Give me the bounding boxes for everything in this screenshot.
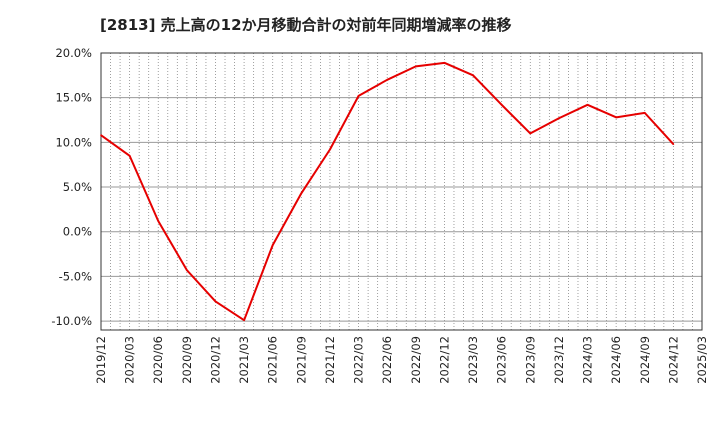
x-tick-label: 2021/12 — [323, 336, 337, 384]
chart-title: [2813] 売上高の12か月移動合計の対前年同期増減率の推移 — [100, 16, 512, 34]
y-tick-label: 0.0% — [63, 225, 92, 239]
x-tick-label: 2019/12 — [94, 336, 108, 384]
data-point — [643, 112, 646, 114]
data-point — [500, 104, 503, 106]
plot-frame — [100, 52, 703, 331]
y-tick-label: 10.0% — [55, 135, 92, 149]
data-point — [586, 104, 589, 106]
x-tick-label: 2023/03 — [466, 336, 480, 384]
x-tick-label: 2022/09 — [409, 336, 423, 384]
x-tick-label: 2020/03 — [123, 336, 137, 384]
y-tick-label: 5.0% — [63, 180, 92, 194]
y-tick-label: -10.0% — [51, 314, 92, 328]
x-tick-label: 2021/03 — [237, 336, 251, 384]
x-tick-label: 2022/03 — [352, 336, 366, 384]
x-tick-label: 2024/12 — [666, 336, 680, 384]
x-tick-label: 2020/12 — [208, 336, 222, 384]
data-point — [157, 220, 160, 222]
x-tick-label: 2022/12 — [437, 336, 451, 384]
data-point — [386, 79, 388, 81]
data-point — [271, 244, 274, 246]
data-point — [615, 116, 617, 119]
data-point — [300, 192, 303, 195]
x-tick-label: 2021/06 — [266, 336, 280, 384]
data-point — [243, 319, 245, 321]
x-tick-label: 2020/06 — [151, 336, 165, 384]
x-tick-label: 2025/03 — [695, 336, 709, 384]
data-point — [100, 134, 102, 137]
x-tick-label: 2023/06 — [495, 336, 509, 384]
data-point — [558, 117, 560, 120]
series-group — [100, 61, 675, 322]
data-point — [472, 74, 474, 77]
x-tick-label: 2024/09 — [638, 336, 652, 384]
data-point — [357, 95, 360, 97]
data-point — [329, 148, 331, 151]
x-tick-label: 2024/03 — [581, 336, 595, 384]
data-point — [415, 65, 417, 68]
x-tick-label: 2023/09 — [523, 336, 537, 384]
data-point — [443, 62, 446, 64]
y-axis: 20.0% 15.0% 10.0% 5.0% 0.0% -5.0% -10.0% — [51, 46, 92, 328]
x-tick-label: 2022/06 — [380, 336, 394, 384]
y-tick-label: 15.0% — [55, 91, 92, 105]
x-tick-label: 2024/06 — [609, 336, 623, 384]
data-point — [186, 269, 188, 271]
data-point — [672, 143, 675, 145]
data-point — [214, 300, 217, 303]
x-tick-label: 2020/09 — [180, 336, 194, 384]
x-tick-label: 2021/09 — [294, 336, 308, 384]
data-point — [529, 132, 532, 135]
y-tick-label: 20.0% — [55, 46, 92, 60]
x-axis: 2019/12 2020/03 2020/06 2020/09 2020/12 2021/… — [94, 336, 709, 384]
grid-lines — [101, 52, 702, 330]
x-tick-label: 2023/12 — [552, 336, 566, 384]
data-point — [128, 154, 131, 157]
y-tick-label: -5.0% — [59, 269, 92, 283]
